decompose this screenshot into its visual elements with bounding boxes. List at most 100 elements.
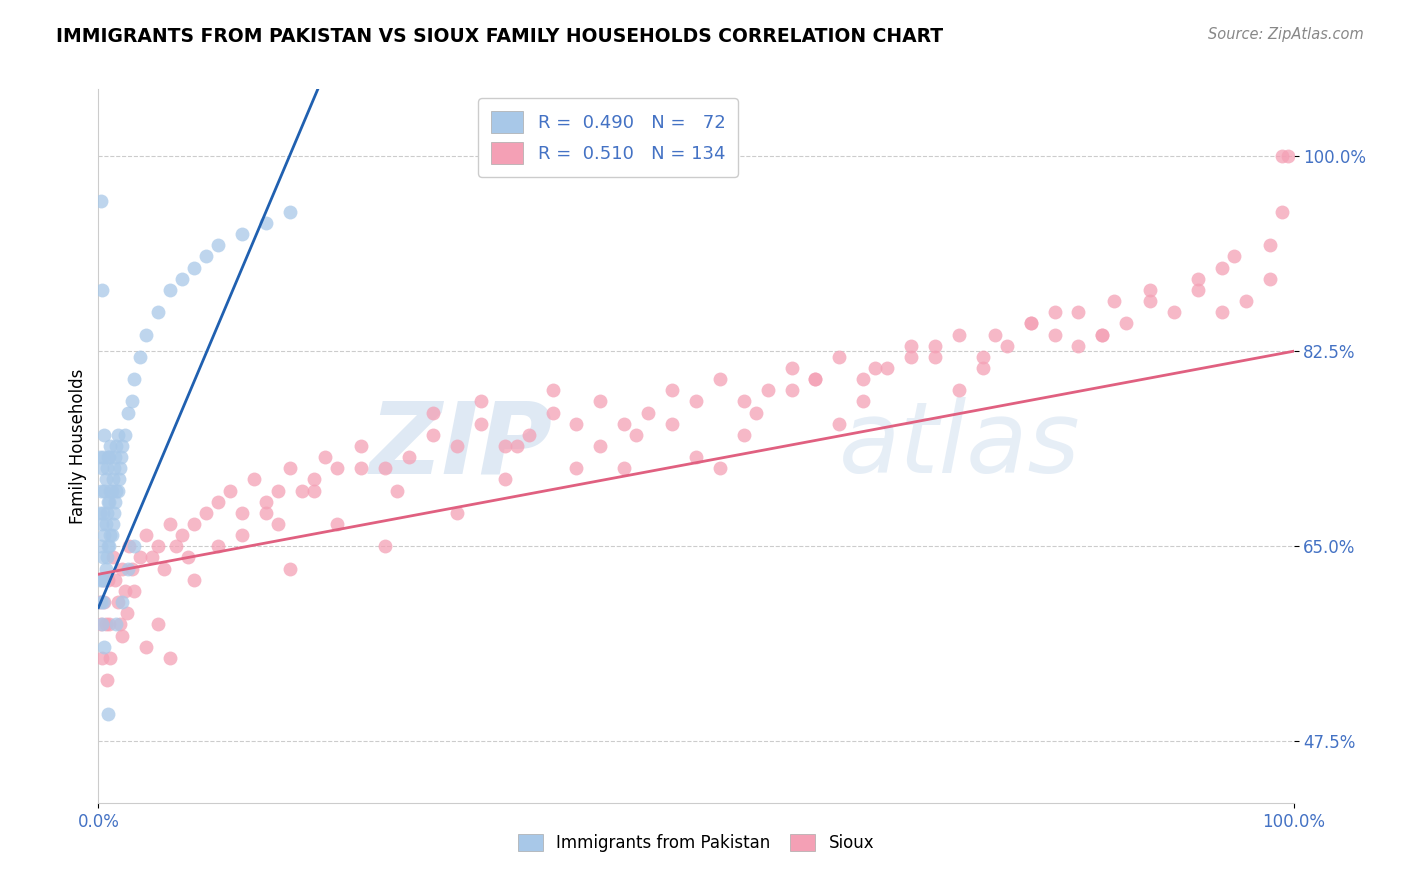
Point xyxy=(105,439,128,453)
Point xyxy=(302,483,325,498)
Point xyxy=(93,573,115,587)
Point xyxy=(267,483,290,498)
Point xyxy=(948,327,970,342)
Point xyxy=(89,506,111,520)
Point xyxy=(90,483,112,498)
Point xyxy=(91,595,114,609)
Point xyxy=(852,372,875,386)
Point xyxy=(97,706,120,721)
Point xyxy=(115,607,138,621)
Point xyxy=(105,483,128,498)
Point xyxy=(207,495,229,509)
Y-axis label: Family Households: Family Households xyxy=(69,368,87,524)
Point xyxy=(1258,271,1281,285)
Point xyxy=(107,595,129,609)
Point xyxy=(984,327,1007,342)
Point xyxy=(243,473,266,487)
Point xyxy=(267,516,290,531)
Point xyxy=(89,450,111,465)
Point xyxy=(709,461,731,475)
Point xyxy=(97,450,120,465)
Point xyxy=(231,227,253,241)
Point xyxy=(89,573,111,587)
Point xyxy=(315,450,337,465)
Point xyxy=(111,629,134,643)
Point xyxy=(1019,317,1042,331)
Point xyxy=(91,573,114,587)
Point xyxy=(93,595,115,609)
Point xyxy=(374,461,396,475)
Point xyxy=(494,473,516,487)
Point xyxy=(219,483,242,498)
Point xyxy=(374,539,396,553)
Point xyxy=(1234,294,1257,309)
Point xyxy=(972,350,994,364)
Point xyxy=(924,350,946,364)
Point xyxy=(1019,317,1042,331)
Point xyxy=(685,450,707,465)
Point xyxy=(183,516,205,531)
Point xyxy=(637,405,659,419)
Point xyxy=(121,394,143,409)
Point xyxy=(1271,149,1294,163)
Point xyxy=(350,461,373,475)
Point xyxy=(541,405,564,419)
Point xyxy=(172,271,194,285)
Point xyxy=(94,516,117,531)
Point xyxy=(254,506,277,520)
Point xyxy=(995,339,1018,353)
Point xyxy=(107,428,129,442)
Point xyxy=(91,617,114,632)
Point xyxy=(828,417,851,431)
Point xyxy=(709,372,731,386)
Point xyxy=(90,539,112,553)
Point xyxy=(91,651,114,665)
Point xyxy=(114,428,136,442)
Point xyxy=(613,461,636,475)
Point xyxy=(107,483,129,498)
Point xyxy=(90,194,112,208)
Point xyxy=(124,584,146,599)
Point xyxy=(804,372,827,386)
Point xyxy=(1091,327,1114,342)
Point xyxy=(111,439,134,453)
Point xyxy=(135,640,157,654)
Point xyxy=(852,394,875,409)
Point xyxy=(183,260,205,275)
Point xyxy=(91,461,114,475)
Point xyxy=(470,417,492,431)
Point xyxy=(350,439,373,453)
Point xyxy=(613,417,636,431)
Point xyxy=(148,305,170,319)
Point xyxy=(900,339,922,353)
Point xyxy=(124,539,146,553)
Point xyxy=(1067,305,1090,319)
Point xyxy=(1043,305,1066,319)
Point xyxy=(100,528,122,542)
Point xyxy=(231,506,253,520)
Point xyxy=(135,528,157,542)
Point xyxy=(159,283,181,297)
Point xyxy=(172,528,194,542)
Point xyxy=(745,405,768,419)
Text: IMMIGRANTS FROM PAKISTAN VS SIOUX FAMILY HOUSEHOLDS CORRELATION CHART: IMMIGRANTS FROM PAKISTAN VS SIOUX FAMILY… xyxy=(56,27,943,45)
Point xyxy=(101,516,124,531)
Point xyxy=(756,384,779,398)
Point xyxy=(1211,260,1233,275)
Point xyxy=(96,461,118,475)
Point xyxy=(1115,317,1137,331)
Point xyxy=(177,550,200,565)
Point xyxy=(90,595,112,609)
Point xyxy=(93,483,115,498)
Point xyxy=(108,461,131,475)
Point xyxy=(972,360,994,375)
Point xyxy=(91,283,114,297)
Point xyxy=(924,339,946,353)
Point xyxy=(98,539,121,553)
Point xyxy=(121,562,143,576)
Point xyxy=(98,651,122,665)
Point xyxy=(148,617,170,632)
Point xyxy=(91,506,114,520)
Point xyxy=(207,539,229,553)
Point xyxy=(89,595,111,609)
